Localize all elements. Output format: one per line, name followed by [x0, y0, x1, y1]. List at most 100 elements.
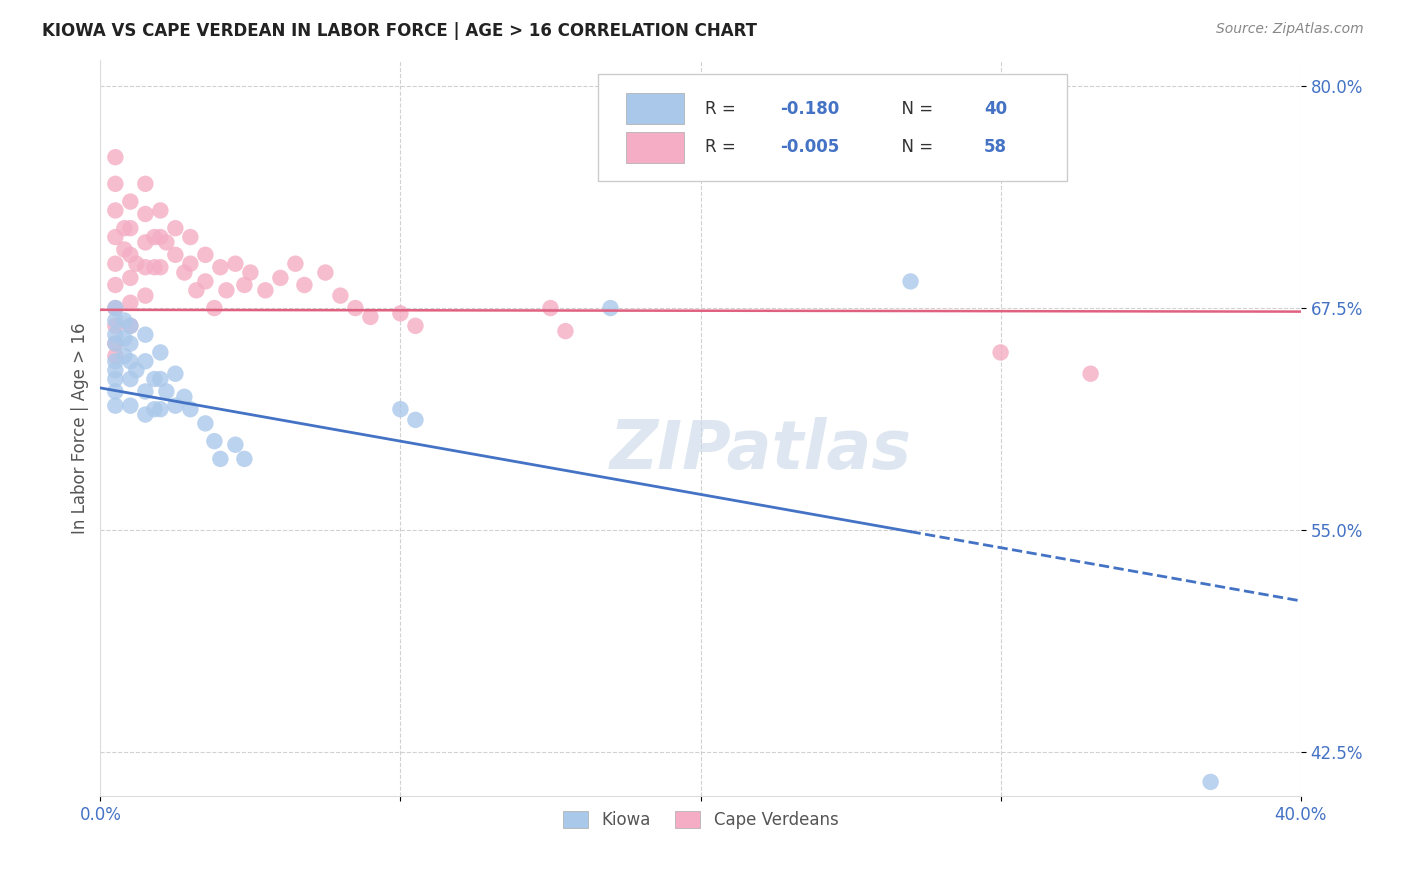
Point — [104, 372, 127, 386]
Point — [165, 248, 187, 262]
Point — [209, 451, 232, 466]
Point — [112, 243, 135, 257]
Point — [233, 451, 256, 466]
Point — [104, 313, 127, 327]
Y-axis label: In Labor Force | Age > 16: In Labor Force | Age > 16 — [72, 322, 89, 533]
Point — [194, 417, 217, 431]
Point — [359, 310, 381, 324]
Point — [149, 230, 172, 244]
Text: -0.180: -0.180 — [780, 100, 839, 118]
Point — [165, 399, 187, 413]
Point — [143, 230, 166, 244]
Point — [344, 301, 367, 315]
Point — [202, 434, 225, 449]
Point — [120, 336, 142, 351]
Point — [120, 248, 142, 262]
Point — [155, 235, 177, 250]
Point — [134, 384, 156, 399]
Point — [104, 336, 127, 351]
Point — [233, 277, 256, 292]
Point — [179, 257, 201, 271]
Point — [104, 384, 127, 399]
Point — [294, 277, 316, 292]
Point — [254, 283, 277, 297]
Point — [104, 363, 127, 377]
Point — [134, 408, 156, 422]
Point — [125, 363, 148, 377]
Point — [120, 354, 142, 368]
Point — [194, 248, 217, 262]
Point — [112, 221, 135, 235]
Point — [104, 177, 127, 191]
Text: -0.005: -0.005 — [780, 138, 839, 156]
Point — [404, 413, 426, 427]
Point — [900, 275, 922, 289]
Point — [104, 150, 127, 164]
Point — [104, 318, 127, 333]
Point — [143, 260, 166, 275]
Text: ZIPatlas: ZIPatlas — [610, 417, 911, 483]
Point — [149, 260, 172, 275]
Point — [143, 372, 166, 386]
Point — [224, 257, 246, 271]
Point — [186, 283, 208, 297]
Point — [194, 275, 217, 289]
Point — [143, 402, 166, 417]
Point — [149, 402, 172, 417]
Legend: Kiowa, Cape Verdeans: Kiowa, Cape Verdeans — [555, 804, 845, 836]
Point — [389, 306, 412, 320]
Point — [134, 235, 156, 250]
Point — [120, 295, 142, 310]
Point — [134, 288, 156, 302]
Point — [404, 318, 426, 333]
Point — [112, 349, 135, 363]
Point — [179, 402, 201, 417]
Point — [1080, 367, 1102, 381]
Point — [155, 384, 177, 399]
Point — [269, 271, 291, 285]
Point — [215, 283, 238, 297]
Point — [120, 194, 142, 209]
Point — [224, 438, 246, 452]
Text: R =: R = — [706, 138, 741, 156]
Point — [990, 345, 1012, 359]
Point — [389, 402, 412, 417]
Point — [104, 327, 127, 342]
Point — [120, 221, 142, 235]
FancyBboxPatch shape — [626, 94, 683, 124]
Point — [104, 230, 127, 244]
Text: N =: N = — [891, 100, 939, 118]
Point — [120, 318, 142, 333]
Point — [149, 203, 172, 218]
Point — [120, 318, 142, 333]
Point — [314, 266, 336, 280]
Text: KIOWA VS CAPE VERDEAN IN LABOR FORCE | AGE > 16 CORRELATION CHART: KIOWA VS CAPE VERDEAN IN LABOR FORCE | A… — [42, 22, 758, 40]
Point — [209, 260, 232, 275]
Point — [104, 349, 127, 363]
Point — [104, 336, 127, 351]
Point — [120, 372, 142, 386]
Point — [165, 367, 187, 381]
Point — [329, 288, 352, 302]
Point — [1199, 775, 1222, 789]
Point — [149, 372, 172, 386]
FancyBboxPatch shape — [626, 132, 683, 162]
Text: N =: N = — [891, 138, 939, 156]
Point — [104, 277, 127, 292]
Point — [173, 266, 195, 280]
Point — [599, 301, 621, 315]
Text: R =: R = — [706, 100, 741, 118]
Point — [112, 313, 135, 327]
Point — [173, 390, 195, 404]
Point — [104, 257, 127, 271]
Point — [134, 327, 156, 342]
Text: 58: 58 — [984, 138, 1007, 156]
Point — [104, 301, 127, 315]
Point — [554, 324, 576, 338]
Point — [120, 399, 142, 413]
Point — [540, 301, 562, 315]
Point — [202, 301, 225, 315]
Point — [104, 203, 127, 218]
Point — [125, 257, 148, 271]
Point — [104, 399, 127, 413]
